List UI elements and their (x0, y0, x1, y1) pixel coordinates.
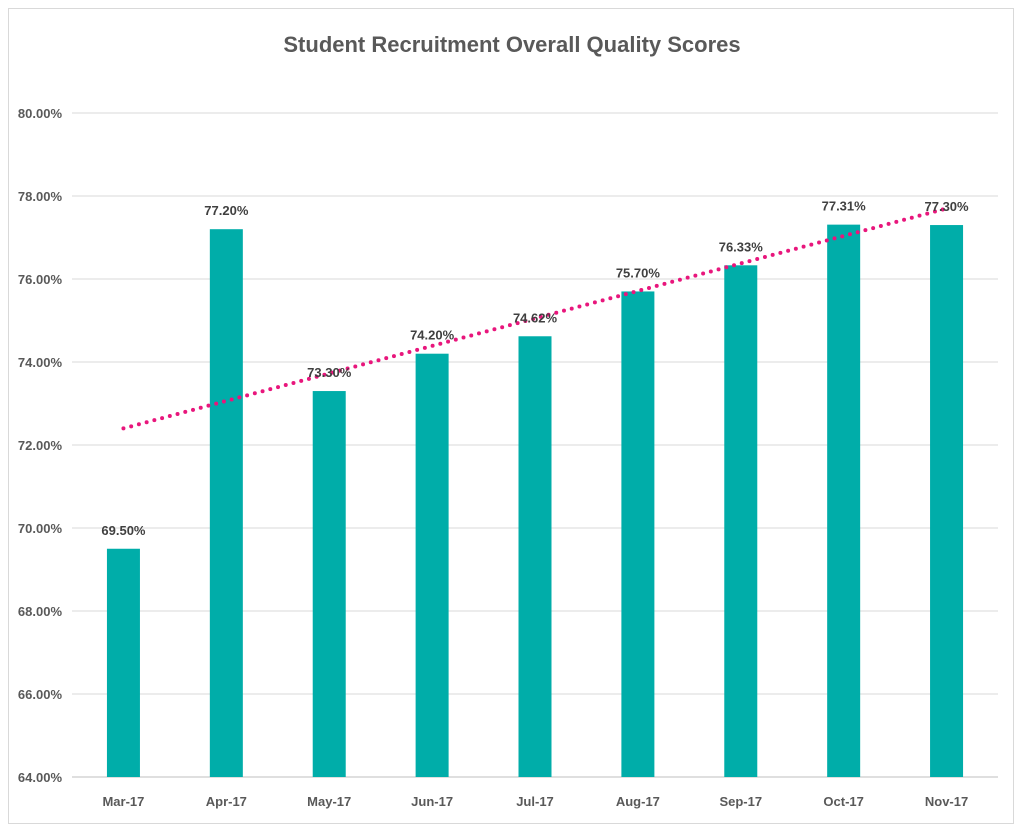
data-label: 73.30% (307, 365, 352, 380)
data-label: 69.50% (101, 523, 146, 538)
bar (621, 291, 655, 777)
chart-title: Student Recruitment Overall Quality Scor… (283, 32, 740, 57)
y-tick-label: 70.00% (18, 521, 63, 536)
bar (930, 225, 964, 778)
bar (312, 391, 346, 777)
y-tick-label: 64.00% (18, 770, 63, 785)
trendline (121, 206, 949, 431)
data-label: 74.20% (410, 328, 455, 343)
bar (415, 353, 449, 777)
y-tick-label: 78.00% (18, 189, 63, 204)
data-label: 75.70% (616, 265, 661, 280)
data-labels: 69.50% 77.20% 73.30% 74.20% 74.62% 75.70% 76.3… (101, 199, 969, 538)
data-label: 77.20% (204, 203, 249, 218)
x-tick-label: Apr-17 (206, 794, 247, 809)
y-tick-label: 68.00% (18, 604, 63, 619)
y-axis-ticks: 64.00% 66.00% 68.00% 70.00% 72.00% 74.00% 76.0… (18, 106, 63, 785)
x-tick-label: Oct-17 (823, 794, 863, 809)
bar (209, 229, 243, 777)
x-axis-ticks: Mar-17 Apr-17 May-17 Jun-17 Jul-17 Aug-17 Sep-… (102, 794, 968, 809)
x-tick-label: Nov-17 (925, 794, 968, 809)
bar (106, 548, 140, 777)
x-tick-label: Mar-17 (102, 794, 144, 809)
y-tick-label: 76.00% (18, 272, 63, 287)
bar (724, 265, 758, 777)
y-tick-label: 66.00% (18, 687, 63, 702)
y-tick-label: 74.00% (18, 355, 63, 370)
data-label: 76.33% (719, 239, 764, 254)
bar (518, 336, 552, 777)
x-tick-label: Jul-17 (516, 794, 554, 809)
x-tick-label: Sep-17 (719, 794, 762, 809)
data-label: 77.31% (822, 199, 867, 214)
y-tick-label: 80.00% (18, 106, 63, 121)
data-label: 77.30% (925, 199, 970, 214)
x-tick-label: Aug-17 (616, 794, 660, 809)
bar (827, 224, 861, 777)
trendline-layer (121, 206, 949, 431)
bars (106, 224, 964, 778)
y-tick-label: 72.00% (18, 438, 63, 453)
x-tick-label: May-17 (307, 794, 351, 809)
x-tick-label: Jun-17 (411, 794, 453, 809)
data-label: 74.62% (513, 310, 558, 325)
